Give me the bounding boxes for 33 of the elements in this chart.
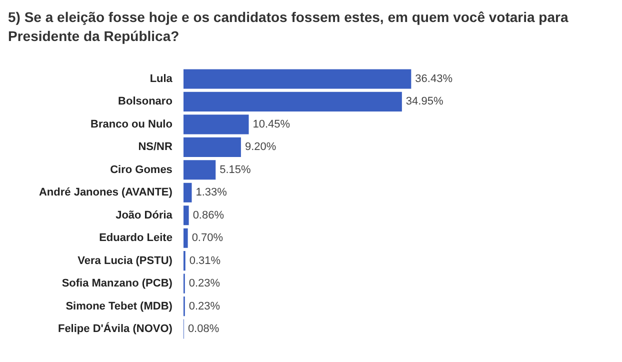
y-tick-label: Eduardo Leite <box>99 232 172 244</box>
y-tick-label: João Dória <box>116 209 174 222</box>
data-label: 1.33% <box>196 186 228 199</box>
y-tick-label: Ciro Gomes <box>110 164 172 176</box>
data-label: 36.43% <box>415 73 453 85</box>
data-label: 9.20% <box>244 141 276 154</box>
bar <box>183 182 192 202</box>
data-label: 0.70% <box>192 232 224 244</box>
y-tick-label: Sofia Manzano (PCB) <box>62 278 173 290</box>
chart-title: 5) Se a eleição fosse hoje e os candidatos fossem estes, em quem você votaria para Presidente da República? <box>8 8 570 46</box>
bar <box>183 114 249 134</box>
y-tick-label: Branco ou Nulo <box>90 118 173 130</box>
data-label: 0.23% <box>188 278 220 290</box>
y-tick-label: Bolsonaro <box>118 96 173 108</box>
y-tick-label: NS/NR <box>138 141 172 154</box>
data-label: 0.08% <box>188 323 220 336</box>
y-tick-label: Simone Tebet (MDB) <box>66 300 173 312</box>
bar <box>183 206 189 226</box>
bar <box>183 137 241 157</box>
data-label: 34.95% <box>406 96 444 108</box>
bar <box>183 92 402 112</box>
data-label: 10.45% <box>252 118 290 130</box>
y-tick-label: Vera Lucia (PSTU) <box>78 254 173 267</box>
data-label: 5.15% <box>220 164 252 176</box>
data-label: 0.23% <box>188 300 220 312</box>
y-tick-label: André Janones (AVANTE) <box>38 186 173 199</box>
y-tick-label: Lula <box>150 73 174 85</box>
data-label: 0.31% <box>189 254 221 267</box>
bar <box>183 228 188 248</box>
y-tick-label: Felipe D'Ávila (NOVO) <box>58 322 173 336</box>
data-label: 0.86% <box>192 209 224 222</box>
bar <box>183 69 412 89</box>
bar <box>183 160 216 180</box>
